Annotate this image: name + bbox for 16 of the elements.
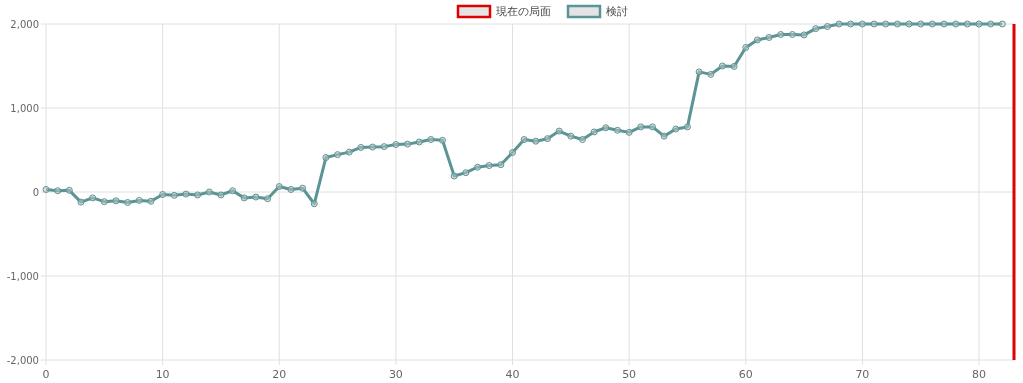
x-tick-label: 30: [388, 368, 403, 381]
y-tick-label: 1,000: [10, 103, 39, 114]
x-tick-label: 60: [738, 368, 753, 381]
x-tick-label: 20: [272, 368, 287, 381]
y-tick-label: -1,000: [6, 271, 39, 282]
legend-label: 検討: [606, 5, 628, 18]
x-tick-label: 80: [972, 368, 987, 381]
legend-label: 現在の局面: [496, 5, 551, 18]
x-tick-label: 10: [155, 368, 170, 381]
x-tick-label: 0: [42, 368, 50, 381]
y-tick-label: 2,000: [10, 19, 39, 30]
x-tick-label: 70: [855, 368, 870, 381]
x-tick-label: 50: [622, 368, 637, 381]
y-tick-label: 0: [32, 187, 39, 198]
y-tick-label: -2,000: [6, 355, 39, 366]
x-tick-label: 40: [505, 368, 520, 381]
